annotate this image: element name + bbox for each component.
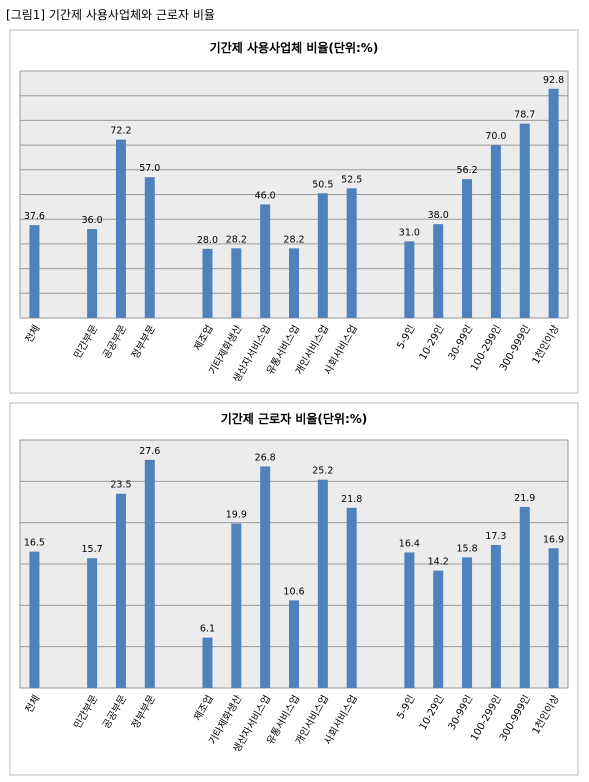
bar bbox=[548, 88, 559, 318]
value-label: 21.8 bbox=[341, 494, 362, 505]
bar bbox=[317, 193, 328, 318]
value-label: 6.1 bbox=[200, 624, 215, 635]
bar bbox=[519, 123, 530, 319]
bar bbox=[260, 466, 271, 688]
bar bbox=[289, 248, 299, 318]
value-label: 70.0 bbox=[485, 131, 506, 142]
value-label: 38.0 bbox=[428, 210, 449, 221]
value-label: 23.5 bbox=[110, 480, 131, 491]
bar bbox=[404, 241, 415, 318]
bar bbox=[490, 145, 501, 318]
bar bbox=[519, 506, 530, 688]
value-label: 28.2 bbox=[283, 234, 304, 245]
value-label: 56.2 bbox=[456, 165, 477, 176]
bar bbox=[202, 637, 213, 688]
bar bbox=[317, 479, 328, 688]
bar bbox=[548, 548, 559, 688]
value-label: 78.7 bbox=[514, 110, 535, 121]
bar bbox=[462, 557, 473, 688]
bar bbox=[289, 600, 299, 688]
value-label: 19.9 bbox=[226, 509, 247, 520]
value-label: 57.0 bbox=[139, 163, 160, 174]
value-label: 27.6 bbox=[139, 446, 160, 457]
figure-header: [그림1] 기간제 사용사업체와 근로자 비율 bbox=[6, 8, 215, 22]
bar bbox=[490, 544, 501, 688]
bar bbox=[29, 225, 40, 318]
value-label: 52.5 bbox=[341, 174, 362, 185]
value-label: 92.8 bbox=[543, 75, 564, 86]
bar bbox=[144, 459, 155, 688]
value-label: 25.2 bbox=[312, 466, 333, 477]
bar bbox=[433, 570, 444, 688]
value-label: 17.3 bbox=[485, 531, 506, 542]
value-label: 16.5 bbox=[24, 538, 45, 549]
value-label: 31.0 bbox=[399, 227, 420, 238]
bar bbox=[346, 188, 357, 318]
value-label: 15.7 bbox=[82, 544, 103, 555]
bar bbox=[462, 179, 473, 318]
bar bbox=[404, 552, 415, 688]
bar bbox=[260, 204, 271, 318]
value-label: 14.2 bbox=[428, 557, 449, 568]
value-label: 28.2 bbox=[226, 234, 247, 245]
bar bbox=[231, 248, 242, 318]
bar bbox=[115, 493, 126, 688]
bar bbox=[29, 551, 40, 688]
value-label: 50.5 bbox=[312, 179, 333, 190]
value-label: 72.2 bbox=[110, 126, 131, 137]
chart-title: 기간제 사용사업체 비율(단위:%) bbox=[210, 40, 379, 55]
value-label: 10.6 bbox=[283, 586, 304, 597]
chart-title: 기간제 근로자 비율(단위:%) bbox=[221, 411, 368, 426]
value-label: 15.8 bbox=[456, 543, 477, 554]
value-label: 36.0 bbox=[82, 215, 103, 226]
bar bbox=[433, 224, 444, 318]
value-label: 26.8 bbox=[255, 452, 276, 463]
bar bbox=[346, 507, 357, 688]
bar bbox=[87, 558, 98, 688]
bar bbox=[202, 248, 213, 318]
bar bbox=[231, 523, 242, 688]
value-label: 16.9 bbox=[543, 534, 564, 545]
bar bbox=[144, 177, 155, 318]
value-label: 16.4 bbox=[399, 538, 420, 549]
value-label: 37.6 bbox=[24, 211, 45, 222]
value-label: 21.9 bbox=[514, 493, 535, 504]
value-label: 28.0 bbox=[197, 235, 218, 246]
bar bbox=[87, 229, 98, 318]
value-label: 46.0 bbox=[255, 190, 276, 201]
bar bbox=[115, 139, 126, 318]
